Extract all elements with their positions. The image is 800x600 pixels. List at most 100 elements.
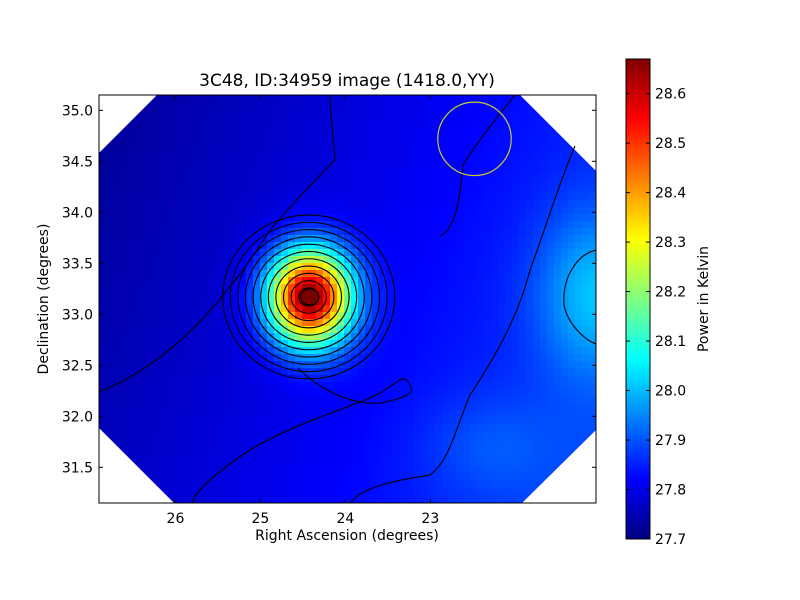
heatmap-cell: [449, 207, 457, 215]
heatmap-cell: [239, 235, 247, 243]
heatmap-cell: [337, 165, 345, 173]
heatmap-cell: [232, 473, 240, 481]
heatmap-cell: [141, 193, 149, 201]
heatmap-cell: [232, 165, 240, 173]
heatmap-cell: [400, 130, 408, 138]
heatmap-cell: [141, 298, 149, 306]
heatmap-cell: [365, 207, 373, 215]
heatmap-cell: [449, 459, 457, 467]
heatmap-cell: [449, 151, 457, 159]
heatmap-cell: [232, 438, 240, 446]
heatmap-cell: [197, 333, 205, 341]
heatmap-cell: [540, 179, 548, 187]
heatmap-cell: [302, 494, 310, 502]
heatmap-cell: [351, 410, 359, 418]
heatmap-cell: [435, 228, 443, 236]
heatmap-cell: [120, 431, 128, 439]
heatmap-cell: [498, 410, 506, 418]
heatmap-cell: [281, 354, 289, 362]
heatmap-cell: [477, 249, 485, 257]
heatmap-cell: [449, 424, 457, 432]
heatmap-cell: [554, 340, 562, 348]
heatmap-cell: [295, 361, 303, 369]
heatmap-cell: [470, 494, 478, 502]
heatmap-cell: [183, 193, 191, 201]
heatmap-cell: [351, 326, 359, 334]
heatmap-cell: [323, 116, 331, 124]
heatmap-cell: [190, 263, 198, 271]
heatmap-cell: [393, 312, 401, 320]
heatmap-cell: [484, 130, 492, 138]
heatmap-cell: [533, 116, 541, 124]
heatmap-cell: [533, 165, 541, 173]
heatmap-cell: [477, 130, 485, 138]
heatmap-cell: [176, 368, 184, 376]
heatmap-cell: [463, 494, 471, 502]
heatmap-cell: [393, 186, 401, 194]
heatmap-cell: [204, 473, 212, 481]
heatmap-cell: [232, 312, 240, 320]
heatmap-cell: [582, 368, 590, 376]
heatmap-cell: [204, 95, 212, 103]
heatmap-cell: [211, 298, 219, 306]
heatmap-cell: [225, 158, 233, 166]
heatmap-cell: [253, 284, 261, 292]
heatmap-cell: [309, 445, 317, 453]
heatmap-cell: [491, 501, 499, 503]
heatmap-cell: [190, 109, 198, 117]
heatmap-cell: [260, 487, 268, 495]
heatmap-cell: [533, 235, 541, 243]
heatmap-cell: [176, 452, 184, 460]
heatmap-cell: [421, 123, 429, 131]
heatmap-cell: [470, 480, 478, 488]
heatmap-cell: [337, 249, 345, 257]
heatmap-cell: [162, 319, 170, 327]
heatmap-cell: [505, 431, 513, 439]
heatmap-cell: [526, 137, 534, 145]
heatmap-cell: [407, 165, 415, 173]
heatmap-cell: [197, 431, 205, 439]
heatmap-cell: [274, 242, 282, 250]
x-tick-label: 24: [336, 511, 354, 527]
heatmap-cell: [512, 200, 520, 208]
heatmap-cell: [379, 186, 387, 194]
heatmap-cell: [484, 256, 492, 264]
heatmap-cell: [162, 340, 170, 348]
heatmap-cell: [379, 130, 387, 138]
heatmap-cell: [211, 221, 219, 229]
heatmap-cell: [379, 326, 387, 334]
heatmap-cell: [155, 417, 163, 425]
heatmap-cell: [351, 186, 359, 194]
heatmap-cell: [498, 193, 506, 201]
heatmap-cell: [113, 438, 121, 446]
heatmap-cell: [267, 207, 275, 215]
heatmap-cell: [211, 354, 219, 362]
heatmap-cell: [127, 361, 135, 369]
heatmap-cell: [211, 277, 219, 285]
heatmap-cell: [169, 494, 177, 502]
heatmap-cell: [428, 410, 436, 418]
heatmap-cell: [120, 396, 128, 404]
heatmap-cell: [491, 438, 499, 446]
heatmap-cell: [190, 158, 198, 166]
heatmap-cell: [407, 95, 415, 103]
heatmap-cell: [414, 193, 422, 201]
heatmap-cell: [379, 487, 387, 495]
heatmap-cell: [183, 235, 191, 243]
heatmap-cell: [323, 144, 331, 152]
heatmap-cell: [127, 179, 135, 187]
heatmap-cell: [302, 431, 310, 439]
heatmap-cell: [498, 130, 506, 138]
heatmap-cell: [302, 144, 310, 152]
heatmap-cell: [183, 186, 191, 194]
heatmap-cell: [372, 487, 380, 495]
heatmap-cell: [484, 375, 492, 383]
heatmap-cell: [225, 291, 233, 299]
heatmap-cell: [414, 158, 422, 166]
heatmap-cell: [589, 235, 596, 243]
heatmap-cell: [484, 270, 492, 278]
heatmap-cell: [204, 326, 212, 334]
heatmap-cell: [351, 165, 359, 173]
heatmap-cell: [351, 340, 359, 348]
heatmap-cell: [169, 396, 177, 404]
